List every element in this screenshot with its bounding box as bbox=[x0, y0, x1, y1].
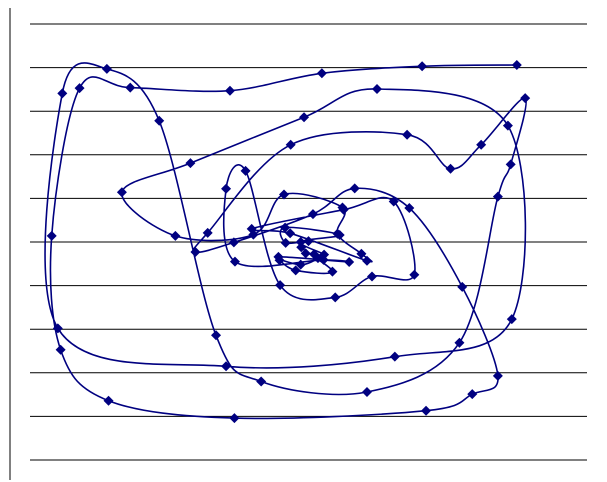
data-point-marker bbox=[246, 223, 257, 234]
data-point-marker bbox=[404, 202, 415, 213]
data-point-marker bbox=[334, 230, 345, 241]
data-point-marker bbox=[256, 376, 267, 387]
data-point-marker bbox=[116, 187, 127, 198]
data-point-marker bbox=[307, 209, 318, 220]
data-point-marker bbox=[505, 159, 516, 170]
data-point-marker bbox=[330, 292, 341, 303]
data-point-marker bbox=[224, 85, 235, 96]
data-point-marker bbox=[421, 405, 432, 416]
data-point-marker bbox=[295, 259, 306, 270]
data-point-marker bbox=[285, 139, 296, 150]
data-point-marker bbox=[103, 395, 114, 406]
data-point-marker bbox=[101, 63, 112, 74]
data-point-marker bbox=[476, 139, 487, 150]
data-point-marker bbox=[417, 61, 428, 72]
data-point-marker bbox=[361, 386, 372, 397]
data-point-marker bbox=[338, 204, 349, 215]
data-point-marker bbox=[221, 361, 232, 372]
data-point-marker bbox=[492, 191, 503, 202]
data-point-marker bbox=[327, 266, 338, 277]
data-point-marker bbox=[46, 230, 57, 241]
data-point-marker bbox=[55, 344, 66, 355]
data-point-marker bbox=[211, 330, 222, 341]
data-point-marker bbox=[445, 163, 456, 174]
data-points bbox=[46, 59, 531, 424]
data-point-marker bbox=[402, 129, 413, 140]
data-point-marker bbox=[361, 255, 372, 266]
data-point-marker bbox=[57, 88, 68, 99]
data-point-marker bbox=[185, 158, 196, 169]
data-point-marker bbox=[296, 242, 307, 253]
data-point-marker bbox=[316, 68, 327, 79]
data-point-marker bbox=[409, 269, 420, 280]
data-point-marker bbox=[454, 337, 465, 348]
data-point-marker bbox=[275, 280, 286, 291]
data-point-marker bbox=[349, 183, 360, 194]
data-point-marker bbox=[170, 230, 181, 241]
data-point-marker bbox=[229, 256, 240, 267]
data-point-marker bbox=[372, 83, 383, 94]
data-point-marker bbox=[228, 237, 239, 248]
data-point-marker bbox=[240, 165, 251, 176]
data-point-marker bbox=[319, 249, 330, 260]
data-point-marker bbox=[303, 236, 314, 247]
data-point-marker bbox=[366, 271, 377, 282]
data-point-marker bbox=[285, 228, 296, 239]
data-point-marker bbox=[492, 370, 503, 381]
data-point-marker bbox=[280, 222, 291, 233]
data-point-marker bbox=[299, 112, 310, 123]
data-point-marker bbox=[278, 189, 289, 200]
data-point-marker bbox=[457, 281, 468, 292]
data-point-marker bbox=[520, 93, 531, 104]
data-point-marker bbox=[290, 265, 301, 276]
data-point-marker bbox=[154, 115, 165, 126]
data-point-marker bbox=[202, 227, 213, 238]
data-point-marker bbox=[190, 247, 201, 258]
data-point-marker bbox=[356, 248, 367, 259]
data-point-marker bbox=[52, 323, 63, 334]
data-point-marker bbox=[344, 257, 355, 268]
data-point-marker bbox=[274, 255, 285, 266]
data-point-marker bbox=[280, 237, 291, 248]
data-point-marker bbox=[221, 183, 232, 194]
data-point-marker bbox=[125, 82, 136, 93]
data-point-marker bbox=[74, 83, 85, 94]
data-point-marker bbox=[511, 59, 522, 70]
data-point-marker bbox=[388, 196, 399, 207]
data-point-marker bbox=[229, 413, 240, 424]
data-point-marker bbox=[389, 351, 400, 362]
data-point-marker bbox=[506, 314, 517, 325]
data-point-marker bbox=[502, 120, 513, 131]
data-point-marker bbox=[309, 249, 320, 260]
data-point-marker bbox=[467, 389, 478, 400]
data-point-marker bbox=[300, 248, 311, 259]
